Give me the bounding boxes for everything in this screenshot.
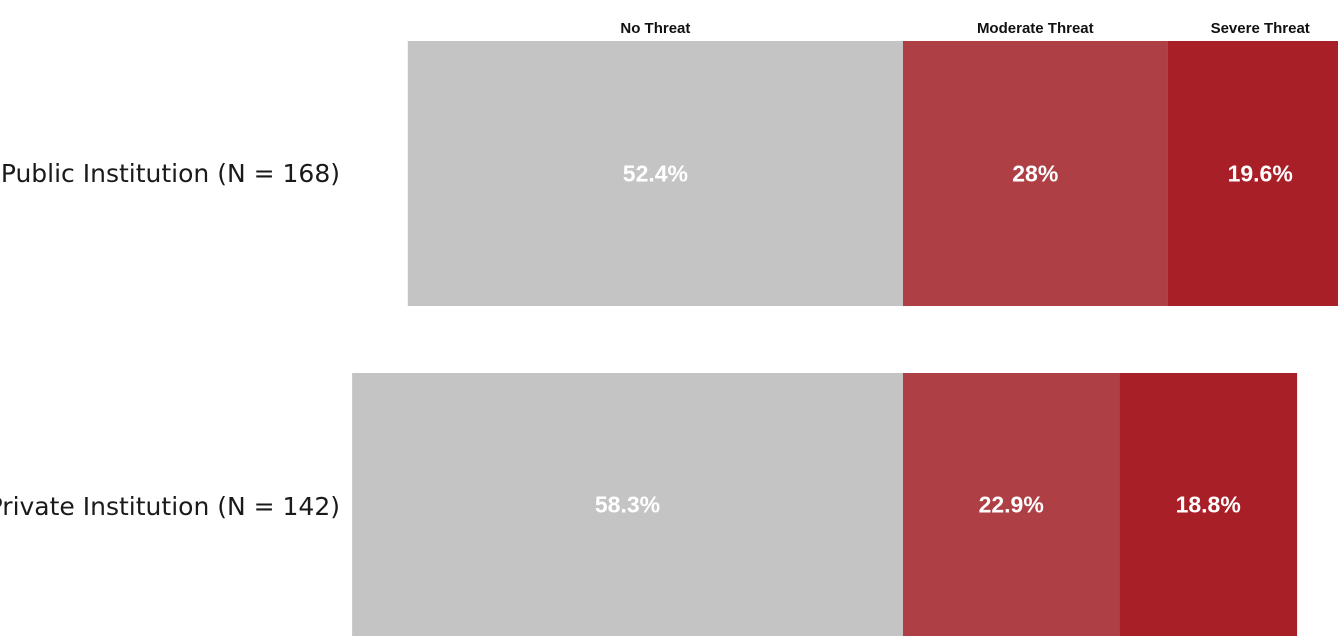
data-label-no-threat-1: 52.4% — [623, 161, 688, 187]
bar-severe-threat-1 — [1167, 41, 1338, 306]
bar-moderate-threat-1 — [903, 41, 1168, 306]
data-label-moderate-threat-1: 28% — [1012, 161, 1058, 187]
data-label-no-threat-2: 58.3% — [595, 492, 660, 518]
bar-no-threat-2 — [352, 373, 904, 636]
legend-moderate-threat: Moderate Threat — [977, 20, 1094, 37]
data-label-severe-threat-1: 19.6% — [1228, 161, 1293, 187]
category-label-2: Private Institution (N = 142) — [0, 492, 340, 521]
legend-no-threat: No Threat — [620, 20, 690, 37]
legend-severe-threat: Severe Threat — [1211, 20, 1310, 37]
bar-no-threat-1 — [407, 41, 903, 306]
bar-moderate-threat-2 — [903, 373, 1120, 636]
data-label-severe-threat-2: 18.8% — [1176, 492, 1241, 518]
data-label-moderate-threat-2: 22.9% — [979, 492, 1044, 518]
bar-severe-threat-2 — [1119, 373, 1298, 636]
category-label-1: Public Institution (N = 168) — [1, 159, 340, 188]
